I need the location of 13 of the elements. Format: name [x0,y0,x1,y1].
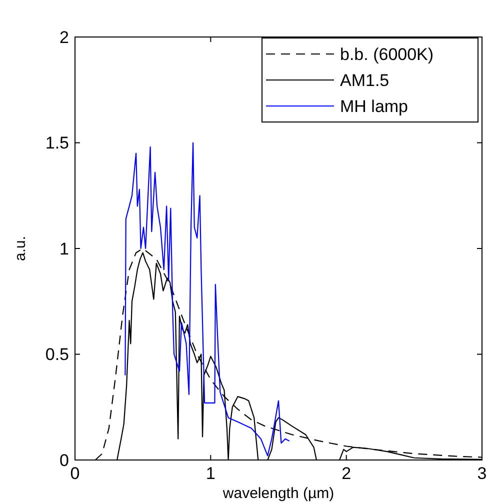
y-tick-label: 2 [60,28,69,47]
x-axis-title: wavelength (µm) [222,485,334,502]
legend-label: MH lamp [340,96,408,116]
x-tick-label: 3 [477,464,487,483]
x-tick-label: 2 [342,464,352,483]
y-tick-label: 0 [60,450,69,470]
y-tick-label: 1 [60,239,69,258]
y-axis-title: a.u. [12,236,29,262]
y-tick-label: 0.5 [45,345,69,364]
legend-label: AM1.5 [340,70,390,90]
y-tick-label: 1.5 [45,134,69,153]
x-tick-label: 1 [206,464,216,483]
legend-label: b.b. (6000K) [340,44,434,64]
